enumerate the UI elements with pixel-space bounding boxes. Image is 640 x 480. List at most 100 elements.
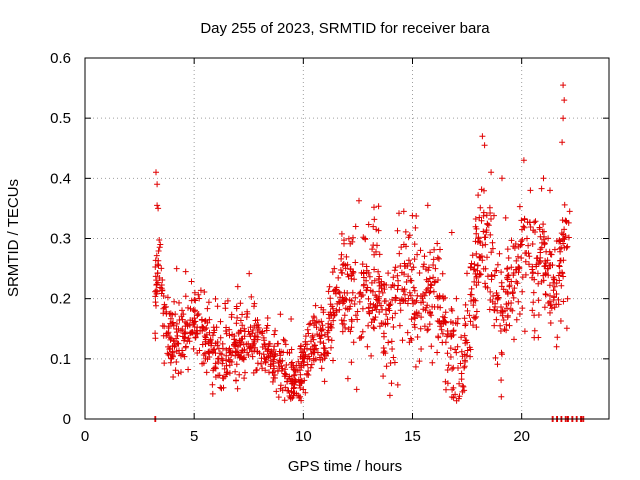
data-point (154, 270, 161, 277)
data-point (556, 237, 563, 244)
data-point (378, 320, 385, 327)
data-point (298, 364, 305, 371)
data-point (298, 342, 304, 349)
data-point (177, 327, 184, 334)
data-point (199, 360, 206, 367)
data-point (281, 370, 288, 377)
data-point (194, 330, 201, 337)
data-point (167, 310, 174, 317)
data-point (251, 300, 258, 307)
data-point (182, 293, 189, 300)
data-point (538, 185, 545, 192)
data-point (182, 343, 189, 350)
data-point (155, 205, 162, 212)
data-point (458, 370, 465, 377)
data-point (259, 365, 266, 372)
data-point (351, 276, 358, 283)
data-point (314, 331, 321, 338)
data-point (378, 285, 385, 291)
data-point (408, 316, 415, 323)
data-point (426, 289, 433, 296)
data-point (196, 295, 203, 302)
data-point (344, 375, 351, 382)
data-point (439, 330, 446, 337)
data-point (516, 311, 523, 317)
data-point (297, 379, 304, 386)
data-point (311, 342, 318, 349)
data-point (411, 324, 418, 331)
data-point (405, 257, 412, 264)
data-point (526, 253, 533, 260)
data-point (167, 315, 174, 322)
data-point (222, 300, 229, 307)
data-point (246, 270, 253, 277)
data-point (488, 249, 495, 256)
data-point (547, 251, 554, 258)
data-point (480, 228, 487, 235)
data-point (566, 208, 573, 215)
data-point (186, 338, 193, 345)
data-point (406, 289, 413, 296)
data-point (233, 320, 240, 327)
data-point (371, 216, 378, 223)
data-point (241, 325, 248, 332)
data-point (542, 291, 549, 297)
data-point (545, 300, 552, 306)
data-point (396, 210, 402, 217)
data-point (560, 115, 567, 122)
data-point (252, 317, 259, 324)
data-point (479, 257, 486, 264)
data-point (445, 362, 452, 369)
data-point (359, 261, 366, 268)
data-point (170, 337, 177, 344)
data-point (152, 288, 159, 295)
data-point (161, 304, 168, 311)
data-point (407, 335, 414, 342)
data-point (492, 354, 499, 361)
y-tick-label: 0.2 (50, 291, 71, 308)
data-point (461, 364, 468, 371)
data-point (467, 264, 474, 270)
data-point (444, 380, 451, 387)
data-point (558, 230, 565, 237)
data-point (420, 306, 427, 313)
grid (85, 58, 609, 419)
data-point (430, 274, 437, 281)
data-point (408, 337, 415, 343)
data-point (328, 344, 334, 351)
data-point (337, 267, 344, 273)
data-point (480, 265, 487, 272)
data-point (513, 257, 520, 264)
data-point (265, 340, 272, 347)
data-point (482, 241, 489, 248)
data-point (178, 369, 184, 376)
data-point (194, 312, 201, 319)
data-point (505, 255, 512, 261)
data-point (253, 322, 260, 329)
data-point (380, 330, 387, 337)
data-point (551, 294, 558, 301)
data-point (329, 269, 336, 276)
data-point (447, 354, 454, 360)
data-point (363, 287, 370, 294)
data-point (156, 275, 163, 281)
data-point (421, 253, 428, 260)
data-point (515, 298, 522, 305)
data-point (343, 296, 350, 303)
data-point (530, 299, 537, 306)
data-point (541, 228, 547, 235)
data-point (210, 367, 217, 374)
data-point (324, 329, 331, 336)
data-point (226, 345, 233, 352)
data-point (342, 305, 349, 312)
data-point (514, 280, 521, 287)
data-point (516, 203, 523, 210)
data-point (274, 340, 281, 347)
data-point (521, 215, 528, 222)
data-point (388, 380, 395, 387)
data-point (368, 352, 375, 359)
data-point (288, 361, 295, 367)
data-point (550, 274, 557, 281)
data-point (472, 315, 479, 322)
data-point (179, 307, 185, 314)
